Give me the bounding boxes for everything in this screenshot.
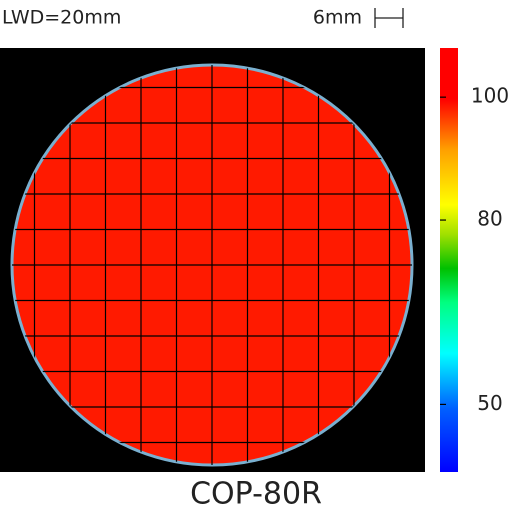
colorbar-tick-label: 80 (477, 207, 502, 231)
scale-label: 6mm (313, 7, 362, 29)
lwd-label: LWD=20mm (2, 7, 121, 29)
colorbar (440, 48, 458, 472)
scale-bar (374, 8, 404, 28)
colorbar-tick-label: 50 (477, 391, 502, 415)
chart-title: COP-80R (190, 477, 322, 510)
colorbar-tick-label: 100 (471, 84, 509, 108)
sample-grid (12, 65, 412, 465)
